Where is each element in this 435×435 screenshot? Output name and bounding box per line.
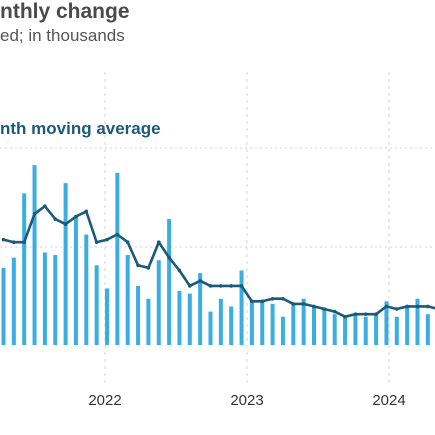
bar-38 bbox=[394, 316, 399, 345]
line-point-41 bbox=[426, 304, 430, 309]
line-point-6 bbox=[63, 222, 68, 227]
line-point-16 bbox=[167, 255, 171, 260]
bar-23 bbox=[239, 270, 244, 345]
bar-10 bbox=[105, 288, 109, 345]
line-point-35 bbox=[363, 312, 368, 316]
bar-12 bbox=[125, 255, 130, 345]
bar-29 bbox=[301, 298, 306, 345]
line-point-12 bbox=[125, 240, 130, 244]
line-point-27 bbox=[281, 296, 285, 301]
bar-39 bbox=[405, 306, 410, 345]
line-point-29 bbox=[301, 302, 306, 306]
bar-16 bbox=[167, 219, 172, 345]
chart-title: nthly change bbox=[0, 0, 130, 23]
bar-14 bbox=[146, 298, 151, 345]
line-point-34 bbox=[353, 312, 358, 316]
bar-32 bbox=[332, 314, 337, 345]
bar-28 bbox=[291, 303, 296, 345]
line-point-28 bbox=[291, 302, 296, 306]
line-point-39 bbox=[405, 304, 409, 309]
line-point-17 bbox=[177, 268, 182, 273]
bar-5 bbox=[53, 255, 58, 345]
line-point-9 bbox=[94, 240, 99, 244]
chart-subtitle: ed; in thousands bbox=[0, 26, 125, 45]
line-point-25 bbox=[260, 299, 265, 304]
bar-27 bbox=[280, 316, 285, 345]
bar-30 bbox=[312, 306, 316, 345]
bar-25 bbox=[260, 301, 265, 345]
bar-20 bbox=[208, 311, 213, 345]
bar-41 bbox=[425, 314, 430, 345]
bar-15 bbox=[156, 260, 161, 345]
bar-34 bbox=[353, 314, 358, 345]
x-axis-ticks: 2022 2023 2024 bbox=[88, 392, 405, 409]
bar-series bbox=[1, 165, 430, 345]
bar-36 bbox=[374, 314, 379, 345]
line-point-36 bbox=[374, 312, 378, 316]
line-point-15 bbox=[156, 240, 161, 244]
line-point-8 bbox=[84, 209, 89, 214]
bar-26 bbox=[270, 303, 275, 345]
line-point-40 bbox=[415, 304, 420, 309]
bar-3 bbox=[32, 165, 37, 345]
x-tick-label-2022: 2022 bbox=[88, 392, 121, 409]
bar-24 bbox=[249, 301, 254, 345]
bar-33 bbox=[343, 316, 348, 345]
line-point-37 bbox=[384, 304, 389, 309]
bar-9 bbox=[94, 265, 99, 345]
line-series bbox=[1, 204, 435, 319]
bar-18 bbox=[187, 293, 192, 345]
line-point-13 bbox=[136, 263, 140, 268]
line-point-0 bbox=[1, 237, 6, 242]
bar-19 bbox=[198, 273, 203, 345]
bar-1 bbox=[11, 257, 16, 345]
line-point-10 bbox=[105, 237, 109, 242]
bar-6 bbox=[63, 183, 68, 345]
moving-average-label: nth moving average bbox=[0, 119, 161, 138]
bar-4 bbox=[42, 252, 47, 345]
line-point-2 bbox=[22, 240, 27, 244]
line-point-38 bbox=[395, 307, 399, 311]
bar-0 bbox=[1, 267, 6, 345]
line-point-33 bbox=[343, 314, 347, 319]
line-point-19 bbox=[198, 278, 202, 283]
bar-40 bbox=[415, 298, 420, 345]
bar-7 bbox=[73, 216, 78, 345]
bar-13 bbox=[136, 285, 141, 345]
line-point-32 bbox=[332, 309, 337, 314]
line-point-31 bbox=[322, 307, 327, 311]
bar-37 bbox=[384, 301, 389, 345]
line-point-14 bbox=[146, 266, 151, 270]
line-point-3 bbox=[32, 212, 37, 216]
line-point-26 bbox=[270, 296, 275, 301]
line-point-23 bbox=[239, 284, 244, 288]
x-tick-label-2023: 2023 bbox=[230, 392, 263, 409]
line-point-24 bbox=[250, 299, 254, 304]
line-point-1 bbox=[12, 240, 16, 244]
line-point-18 bbox=[188, 284, 192, 288]
line-point-22 bbox=[229, 284, 233, 288]
bar-35 bbox=[363, 316, 368, 345]
line-point-30 bbox=[312, 304, 316, 309]
bar-2 bbox=[22, 193, 27, 345]
line-point-20 bbox=[208, 284, 213, 288]
bar-8 bbox=[84, 234, 89, 345]
bar-17 bbox=[177, 291, 182, 345]
line-point-21 bbox=[219, 284, 223, 288]
line-point-5 bbox=[53, 217, 58, 221]
bar-11 bbox=[115, 172, 120, 345]
line-point-4 bbox=[43, 204, 47, 209]
bar-21 bbox=[218, 298, 223, 345]
bar-31 bbox=[322, 309, 327, 345]
line-point-7 bbox=[74, 214, 78, 219]
x-tick-label-2024: 2024 bbox=[372, 392, 405, 409]
bar-22 bbox=[229, 306, 234, 345]
line-point-11 bbox=[115, 232, 120, 237]
